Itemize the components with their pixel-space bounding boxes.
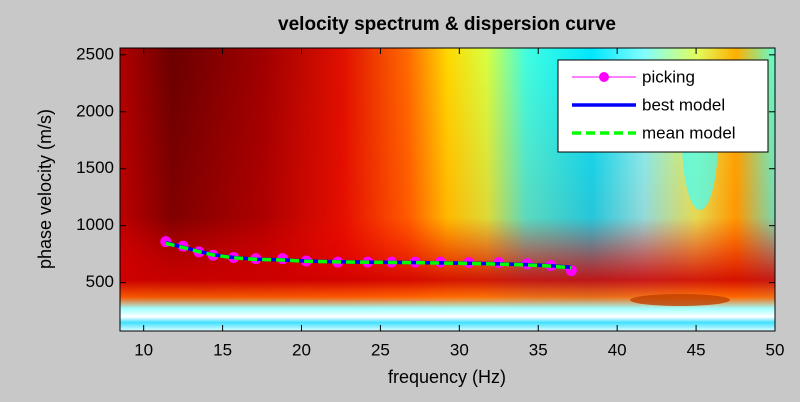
y-tick-label: 2500	[76, 44, 114, 63]
x-tick-label: 15	[213, 340, 232, 359]
legend-label: mean model	[642, 123, 736, 142]
x-tick-label: 45	[687, 340, 706, 359]
y-tick-label: 500	[86, 272, 114, 291]
x-tick-label: 10	[134, 340, 153, 359]
chart-title: velocity spectrum & dispersion curve	[278, 14, 616, 35]
series-line	[165, 241, 572, 270]
x-tick-label: 20	[292, 340, 311, 359]
y-tick-label: 1500	[76, 158, 114, 177]
x-tick-label: 50	[766, 340, 785, 359]
legend-label: picking	[642, 67, 695, 86]
y-tick-label: 1000	[76, 215, 114, 234]
x-tick-label: 25	[371, 340, 390, 359]
legend-label: best model	[642, 95, 725, 114]
legend-marker	[599, 72, 609, 82]
y-tick-label: 2000	[76, 101, 114, 120]
legend: picking best model mean model	[557, 59, 769, 153]
x-tick-label: 30	[450, 340, 469, 359]
plot-frame	[119, 47, 776, 332]
x-tick-label: 35	[529, 340, 548, 359]
x-axis-label: frequency (Hz)	[388, 367, 506, 387]
x-tick-label: 40	[608, 340, 627, 359]
y-axis-label: phase velocity (m/s)	[35, 109, 55, 269]
